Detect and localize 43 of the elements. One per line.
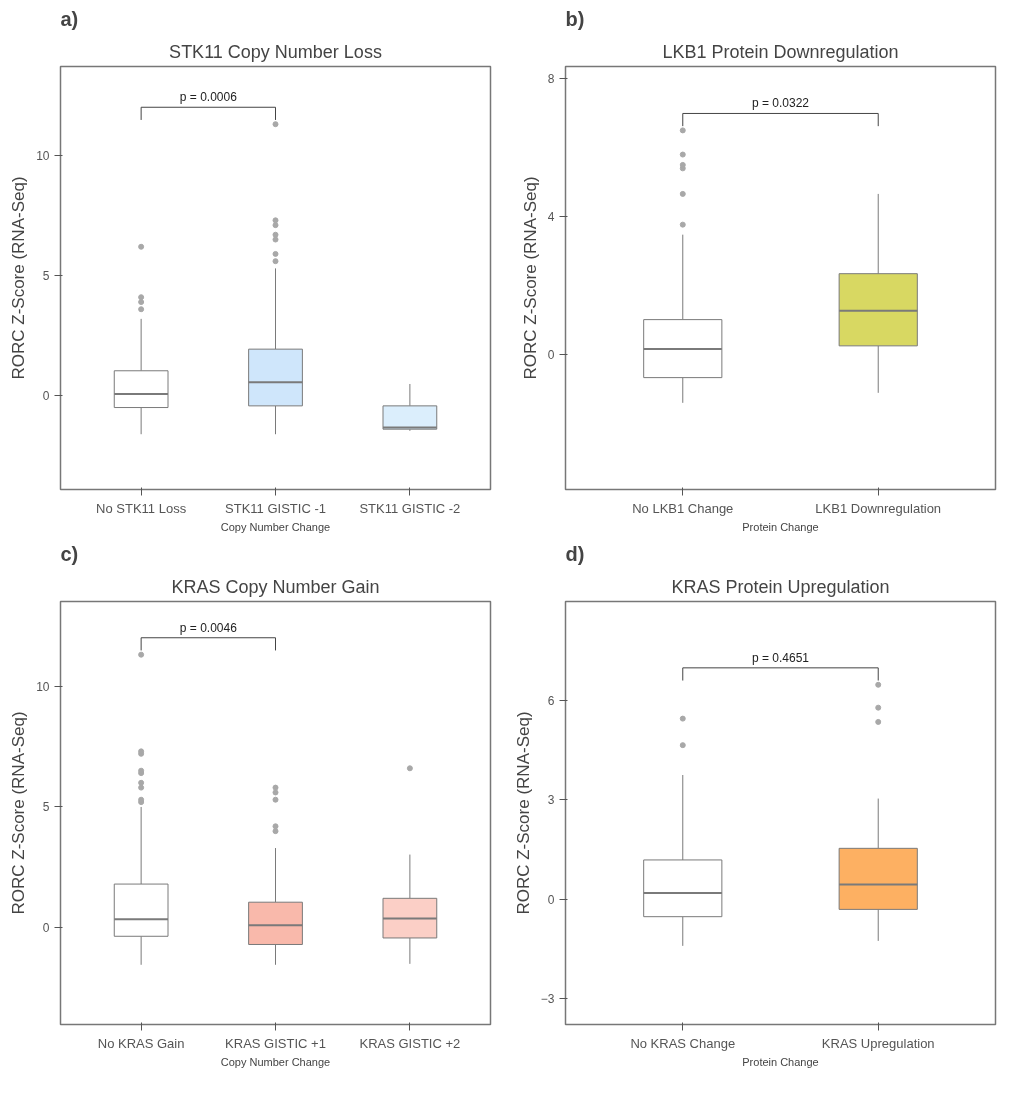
x-tick-label: LKB1 Downregulation bbox=[815, 500, 942, 516]
chart-title: LKB1 Protein Downregulation bbox=[662, 41, 899, 62]
text: b) bbox=[565, 7, 585, 30]
x-tick-label: STK11 GISTIC -2 bbox=[359, 500, 461, 516]
x-tick-label: KRAS Upregulation bbox=[821, 1035, 935, 1051]
annotation: p = 0.0322 bbox=[751, 96, 810, 111]
y-tick-label: 10 bbox=[36, 679, 50, 694]
y-tick-label: 10 bbox=[36, 148, 50, 163]
x-tick-label: KRAS GISTIC +2 bbox=[359, 1035, 461, 1051]
y-tick-label: 0 bbox=[42, 921, 50, 936]
y-tick-label: 5 bbox=[42, 800, 50, 815]
text: a) bbox=[60, 7, 79, 30]
annotation: p = 0.4651 bbox=[751, 650, 810, 665]
y-tick-label: 6 bbox=[547, 693, 555, 708]
x-tick-label: KRAS GISTIC +1 bbox=[225, 1035, 326, 1051]
y-axis-title: RORC Z-Score (RNA-Seq) bbox=[9, 176, 29, 380]
x-axis-title: Protein Change bbox=[742, 520, 819, 533]
y-tick-label: 8 bbox=[547, 72, 555, 87]
y-tick-label: 4 bbox=[547, 210, 555, 225]
annotation: p = 0.0046 bbox=[179, 620, 238, 635]
y-tick-label: 0 bbox=[547, 892, 555, 907]
text: c) bbox=[60, 542, 79, 565]
y-axis-title: RORC Z-Score (RNA-Seq) bbox=[513, 711, 533, 915]
chart-title: KRAS Copy Number Gain bbox=[171, 576, 380, 597]
text: d) bbox=[565, 542, 585, 565]
y-tick-label: 3 bbox=[547, 793, 555, 808]
x-axis-title: Protein Change bbox=[742, 1055, 819, 1068]
x-tick-label: STK11 GISTIC -1 bbox=[225, 500, 326, 516]
y-tick-label: 0 bbox=[42, 389, 50, 404]
y-axis-title: RORC Z-Score (RNA-Seq) bbox=[9, 711, 29, 915]
chart-title: KRAS Protein Upregulation bbox=[671, 576, 890, 597]
x-axis-title: Copy Number Change bbox=[220, 520, 331, 533]
x-tick-label: No KRAS Change bbox=[630, 1035, 736, 1051]
annotation: p = 0.0006 bbox=[179, 90, 238, 105]
y-tick-label: 0 bbox=[547, 348, 555, 363]
x-axis-title: Copy Number Change bbox=[220, 1055, 331, 1068]
y-tick-label: 5 bbox=[42, 269, 50, 284]
y-axis-title: RORC Z-Score (RNA-Seq) bbox=[520, 176, 540, 380]
x-tick-label: No STK11 Loss bbox=[96, 500, 187, 516]
x-tick-label: No KRAS Gain bbox=[97, 1035, 185, 1051]
y-tick-label: −3 bbox=[540, 992, 555, 1007]
x-tick-label: No LKB1 Change bbox=[632, 500, 734, 516]
chart-title: STK11 Copy Number Loss bbox=[169, 41, 382, 62]
